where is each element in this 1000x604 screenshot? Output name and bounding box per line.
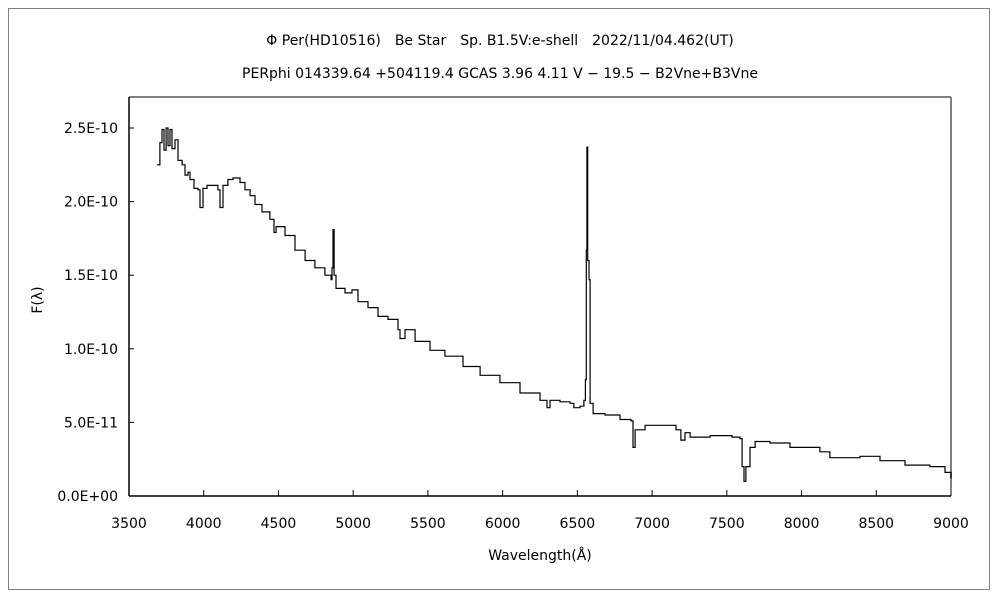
y-tick-label: 2.0E-10 — [64, 195, 118, 211]
x-tick-label: 3500 — [111, 516, 147, 532]
y-tick-label: 5.0E-11 — [64, 415, 118, 431]
plot-area — [128, 96, 952, 497]
chart-subtitle: PERphi 014339.64 +504119.4 GCAS 3.96 4.1… — [242, 66, 758, 82]
y-tick-label: 1.5E-10 — [64, 268, 118, 284]
x-tick-label: 8500 — [858, 516, 894, 532]
spectrum-line — [156, 127, 952, 482]
x-tick-label: 5000 — [335, 516, 371, 532]
y-tick-label: 0.0E+00 — [57, 489, 118, 505]
x-tick-label: 7000 — [634, 516, 670, 532]
x-tick-label: 6500 — [560, 516, 596, 532]
x-tick-label: 5500 — [410, 516, 446, 532]
y-axis-label: F(λ) — [30, 286, 46, 313]
x-tick-label: 6000 — [485, 516, 521, 532]
x-tick-label: 8000 — [784, 516, 820, 532]
x-tick-label: 7500 — [709, 516, 745, 532]
x-tick-label: 4000 — [186, 516, 222, 532]
y-tick-label: 2.5E-10 — [64, 121, 118, 137]
y-ticks: 0.0E+00 5.0E-11 1.0E-10 1.5E-10 2.0E-10 2.5E-… — [57, 121, 134, 505]
chart-title: Φ Per(HD10516) Be Star Sp. B1.5V:e-shell… — [266, 33, 733, 49]
y-tick-label: 1.0E-10 — [64, 342, 118, 358]
x-tick-label: 9000 — [933, 516, 969, 532]
x-tick-label: 4500 — [261, 516, 297, 532]
x-ticks: 3500 4000 4500 5000 5500 6000 6500 7000 7500 8000… — [111, 490, 969, 532]
chart-frame — [8, 8, 990, 590]
x-axis-label: Wavelength(Å) — [488, 547, 592, 564]
